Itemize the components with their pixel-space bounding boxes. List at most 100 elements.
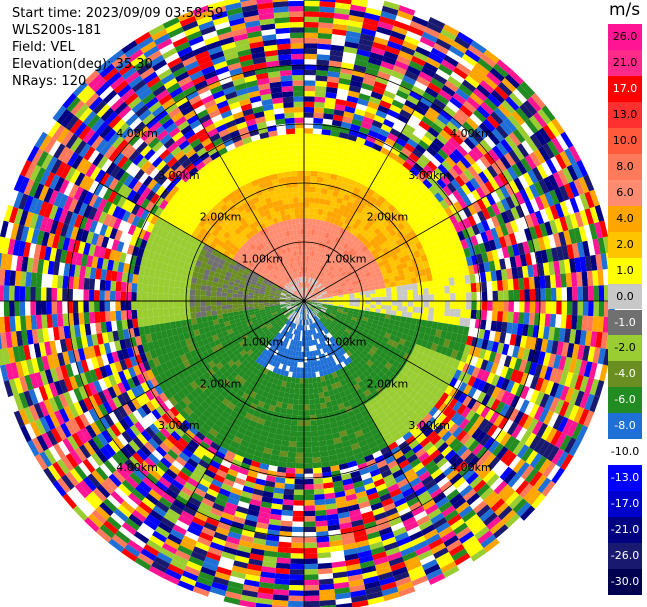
velocity-gate	[343, 321, 350, 327]
velocity-gate	[397, 379, 406, 389]
velocity-gate	[369, 541, 384, 550]
velocity-gate	[380, 191, 390, 200]
velocity-gate	[294, 388, 300, 395]
velocity-gate	[246, 425, 256, 433]
velocity-gate	[418, 248, 426, 257]
velocity-gate	[117, 406, 128, 419]
velocity-gate	[599, 364, 609, 382]
velocity-gate	[325, 379, 332, 386]
velocity-gate	[440, 416, 451, 428]
velocity-gate	[161, 542, 178, 555]
velocity-gate	[493, 259, 501, 271]
velocity-gate	[324, 396, 331, 403]
velocity-gate	[387, 338, 394, 346]
velocity-gate	[360, 273, 367, 279]
velocity-gate	[350, 589, 367, 598]
velocity-gate	[298, 313, 301, 320]
velocity-gate	[276, 423, 285, 430]
velocity-gate	[351, 222, 359, 230]
velocity-gate	[369, 468, 381, 478]
velocity-gate	[186, 526, 202, 537]
velocity-gate	[346, 498, 359, 507]
velocity-gate	[301, 303, 304, 309]
velocity-gate	[309, 290, 314, 295]
velocity-gate	[332, 163, 341, 170]
velocity-gate	[309, 313, 313, 319]
velocity-gate	[415, 447, 427, 458]
velocity-gate	[424, 237, 433, 246]
velocity-gate	[356, 544, 371, 554]
velocity-gate	[316, 327, 320, 333]
velocity-gate	[280, 304, 286, 306]
velocity-gate	[206, 488, 219, 498]
velocity-gate	[327, 293, 333, 296]
velocity-gate	[281, 335, 286, 342]
velocity-gate	[366, 227, 374, 236]
velocity-gate	[291, 377, 296, 384]
velocity-gate	[196, 445, 207, 455]
velocity-gate	[314, 499, 326, 506]
velocity-gate	[383, 541, 399, 552]
velocity-gate	[331, 39, 346, 47]
velocity-gate	[437, 442, 449, 454]
velocity-gate	[199, 531, 214, 542]
velocity-gate	[508, 408, 520, 422]
velocity-gate	[365, 106, 378, 115]
velocity-gate	[351, 259, 358, 265]
velocity-gate	[278, 391, 285, 398]
velocity-gate	[253, 410, 262, 418]
velocity-gate	[235, 401, 245, 410]
velocity-gate	[404, 386, 414, 396]
velocity-gate	[314, 262, 319, 269]
velocity-gate	[314, 403, 322, 410]
velocity-gate	[328, 258, 334, 265]
velocity-gate	[379, 330, 387, 337]
velocity-gate	[238, 467, 249, 476]
velocity-gate	[407, 398, 417, 409]
velocity-gate	[490, 398, 501, 412]
velocity-gate	[343, 265, 350, 272]
velocity-gate	[304, 149, 312, 155]
velocity-gate	[312, 301, 318, 304]
velocity-gate	[225, 338, 233, 345]
velocity-gate	[519, 216, 529, 230]
velocity-gate	[465, 180, 476, 193]
velocity-gate	[481, 196, 492, 209]
velocity-gate	[307, 277, 309, 283]
velocity-gate	[327, 306, 333, 309]
velocity-gate	[304, 457, 313, 464]
velocity-gate	[401, 374, 410, 384]
velocity-gate	[324, 346, 330, 353]
velocity-gate	[539, 194, 550, 209]
velocity-gate	[217, 521, 231, 532]
velocity-gate	[500, 211, 510, 224]
velocity-gate	[335, 496, 347, 504]
velocity-gate	[405, 435, 417, 446]
velocity-gate	[68, 375, 79, 390]
velocity-gate	[344, 319, 351, 324]
velocity-gate	[384, 455, 396, 465]
velocity-gate	[462, 384, 473, 396]
velocity-gate	[481, 281, 488, 292]
velocity-gate	[264, 308, 271, 312]
velocity-gate	[396, 205, 405, 214]
velocity-gate	[333, 230, 340, 237]
velocity-gate	[43, 384, 54, 400]
velocity-gate	[447, 513, 462, 527]
velocity-gate	[432, 98, 447, 110]
velocity-gate	[107, 374, 117, 387]
velocity-gate	[181, 368, 191, 378]
velocity-gate	[529, 403, 540, 419]
velocity-gate	[84, 517, 100, 533]
velocity-gate	[443, 315, 450, 324]
velocity-gate	[553, 232, 562, 248]
velocity-gate	[322, 226, 328, 233]
velocity-gate	[165, 568, 182, 581]
velocity-gate	[48, 397, 59, 413]
velocity-gate	[154, 395, 165, 406]
velocity-gate	[544, 366, 553, 381]
velocity-gate	[190, 372, 199, 381]
velocity-gate	[270, 508, 282, 516]
velocity-gate	[565, 272, 573, 288]
velocity-gate	[360, 209, 369, 217]
